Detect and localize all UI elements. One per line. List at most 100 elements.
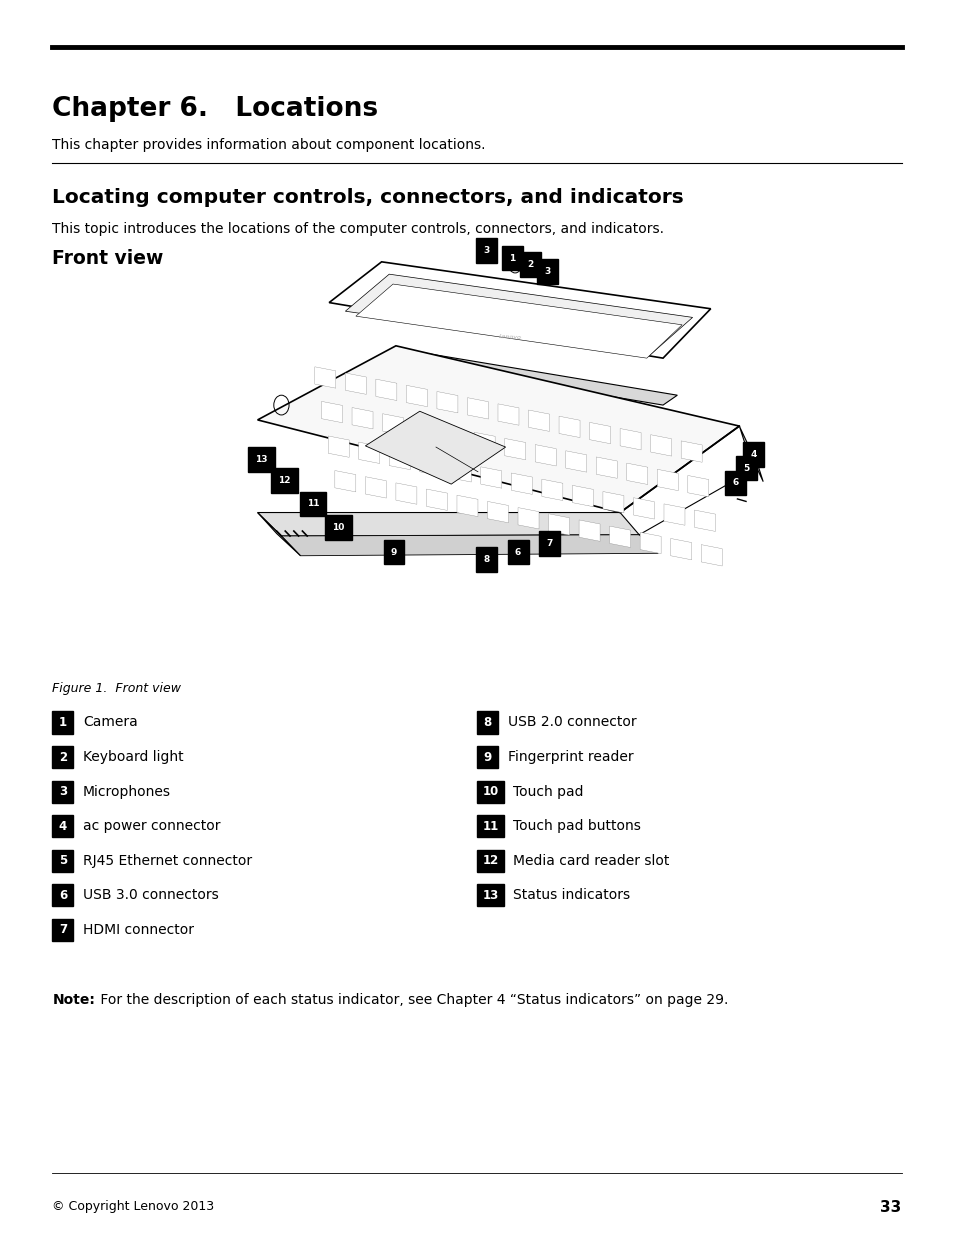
Text: 6: 6 <box>732 478 738 488</box>
Polygon shape <box>602 492 623 513</box>
Polygon shape <box>497 404 518 425</box>
Text: 11: 11 <box>481 820 498 832</box>
Text: 6: 6 <box>515 547 520 557</box>
Text: 10: 10 <box>481 785 498 798</box>
Polygon shape <box>487 501 508 522</box>
Text: This topic introduces the locations of the computer controls, connectors, and in: This topic introduces the locations of t… <box>52 222 664 236</box>
FancyBboxPatch shape <box>476 547 497 572</box>
FancyBboxPatch shape <box>507 540 528 564</box>
Polygon shape <box>406 385 427 406</box>
Polygon shape <box>558 416 579 437</box>
Text: 7: 7 <box>59 924 67 936</box>
FancyBboxPatch shape <box>248 447 274 472</box>
Text: 4: 4 <box>59 820 67 832</box>
Polygon shape <box>511 473 532 494</box>
FancyBboxPatch shape <box>476 815 503 837</box>
Text: 7: 7 <box>546 538 552 548</box>
FancyBboxPatch shape <box>52 919 73 941</box>
FancyBboxPatch shape <box>52 850 73 872</box>
Text: Front view: Front view <box>52 249 164 268</box>
Circle shape <box>508 256 521 273</box>
Polygon shape <box>619 429 640 450</box>
Text: Figure 1.  Front view: Figure 1. Front view <box>52 682 181 695</box>
Text: 5: 5 <box>59 855 67 867</box>
FancyBboxPatch shape <box>476 781 503 803</box>
Text: Chapter 6.   Locations: Chapter 6. Locations <box>52 96 378 122</box>
Polygon shape <box>395 483 416 504</box>
Text: 4: 4 <box>750 450 756 459</box>
Polygon shape <box>382 414 403 435</box>
Text: Status indicators: Status indicators <box>513 888 630 903</box>
Text: 3: 3 <box>544 267 550 277</box>
Polygon shape <box>328 436 349 457</box>
FancyBboxPatch shape <box>519 252 540 277</box>
Polygon shape <box>365 411 505 484</box>
Text: 12: 12 <box>481 855 498 867</box>
Polygon shape <box>352 408 373 429</box>
Polygon shape <box>381 348 677 405</box>
Polygon shape <box>335 471 355 492</box>
Polygon shape <box>504 438 525 459</box>
FancyBboxPatch shape <box>52 781 73 803</box>
Text: 2: 2 <box>527 259 533 269</box>
FancyBboxPatch shape <box>383 540 404 564</box>
Polygon shape <box>548 514 569 535</box>
Text: 8: 8 <box>483 716 491 729</box>
Text: © Copyright Lenovo 2013: © Copyright Lenovo 2013 <box>52 1200 214 1214</box>
Text: HDMI connector: HDMI connector <box>83 923 193 937</box>
Text: 9: 9 <box>483 751 491 763</box>
Polygon shape <box>480 467 501 488</box>
Polygon shape <box>578 520 599 541</box>
Text: 1: 1 <box>59 716 67 729</box>
Polygon shape <box>541 479 562 500</box>
FancyBboxPatch shape <box>476 850 503 872</box>
FancyBboxPatch shape <box>742 442 763 467</box>
Text: Camera: Camera <box>83 715 137 730</box>
Polygon shape <box>365 477 386 498</box>
Polygon shape <box>694 510 715 531</box>
Polygon shape <box>572 485 593 506</box>
Text: 1: 1 <box>509 253 515 263</box>
Text: 2: 2 <box>59 751 67 763</box>
Polygon shape <box>436 391 457 412</box>
Text: Media card reader slot: Media card reader slot <box>513 853 669 868</box>
Polygon shape <box>456 495 477 516</box>
Text: 13: 13 <box>254 454 268 464</box>
Text: USB 2.0 connector: USB 2.0 connector <box>507 715 636 730</box>
FancyBboxPatch shape <box>299 492 326 516</box>
Polygon shape <box>680 441 701 462</box>
FancyBboxPatch shape <box>538 531 559 556</box>
Polygon shape <box>670 538 691 559</box>
Polygon shape <box>535 445 556 466</box>
Polygon shape <box>345 373 366 394</box>
Text: Keyboard light: Keyboard light <box>83 750 183 764</box>
Text: 8: 8 <box>483 555 489 564</box>
Text: 5: 5 <box>742 463 748 473</box>
Text: Note:: Note: <box>52 993 95 1007</box>
Text: ac power connector: ac power connector <box>83 819 220 834</box>
Polygon shape <box>450 461 471 482</box>
Polygon shape <box>358 442 379 463</box>
Text: 13: 13 <box>481 889 498 902</box>
Polygon shape <box>650 435 671 456</box>
Polygon shape <box>389 448 410 469</box>
FancyBboxPatch shape <box>52 711 73 734</box>
Polygon shape <box>419 454 440 475</box>
Polygon shape <box>257 513 639 536</box>
Text: 33: 33 <box>880 1200 901 1215</box>
Polygon shape <box>639 532 660 553</box>
Polygon shape <box>257 346 739 513</box>
Text: For the description of each status indicator, see Chapter 4 “Status indicators” : For the description of each status indic… <box>96 993 728 1007</box>
FancyBboxPatch shape <box>52 746 73 768</box>
Polygon shape <box>413 420 434 441</box>
Polygon shape <box>426 489 447 510</box>
Polygon shape <box>467 398 488 419</box>
Text: 12: 12 <box>277 475 291 485</box>
FancyBboxPatch shape <box>476 238 497 263</box>
FancyBboxPatch shape <box>476 711 497 734</box>
FancyBboxPatch shape <box>476 746 497 768</box>
Text: Touch pad: Touch pad <box>513 784 583 799</box>
Polygon shape <box>565 451 586 472</box>
Polygon shape <box>281 535 658 556</box>
Polygon shape <box>687 475 708 496</box>
